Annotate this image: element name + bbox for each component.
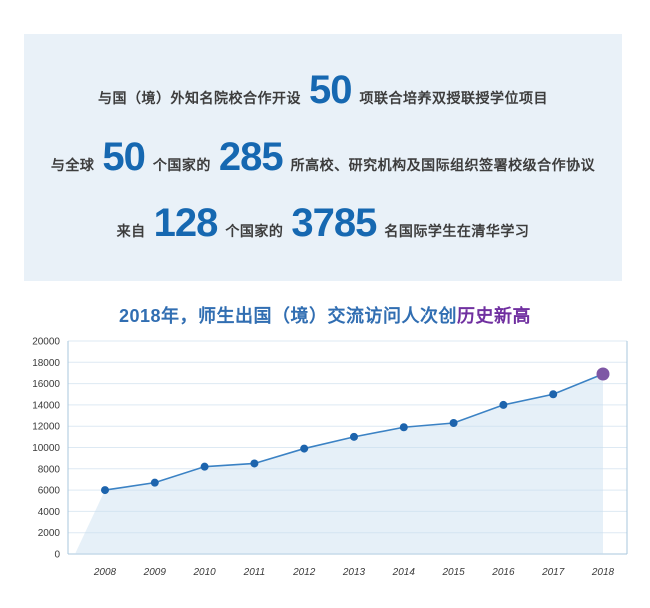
stat-text: 个国家的 — [152, 156, 211, 173]
x-tick-2012: 2012 — [292, 567, 316, 578]
gridlines — [68, 340, 627, 534]
data-point-2008 — [101, 486, 109, 495]
data-point-2012 — [300, 444, 309, 453]
y-tick-0: 0 — [54, 550, 60, 561]
x-tick-2016: 2016 — [491, 567, 515, 578]
y-tick-16000: 16000 — [32, 379, 60, 390]
y-tick-6000: 6000 — [38, 486, 61, 497]
data-point-highlight-2018 — [596, 367, 610, 381]
stat-text: 个国家的 — [225, 222, 284, 239]
stat-text: 来自 — [116, 222, 146, 239]
chart-title-highlight: 历史新高 — [457, 306, 532, 326]
data-points — [101, 367, 610, 495]
stat-text: 名国际学生在清华学习 — [384, 222, 530, 239]
y-tick-2000: 2000 — [38, 528, 61, 539]
exchange-visits-area-chart: 0 2000 4000 6000 8000 10000 12000 14000 16000 180… — [32, 337, 628, 578]
x-tick-2010: 2010 — [192, 567, 216, 578]
data-point-2014 — [399, 423, 408, 432]
stat-number: 50 — [309, 68, 352, 113]
x-tick-2015: 2015 — [441, 567, 465, 578]
x-tick-2011: 2011 — [243, 567, 266, 578]
data-point-2013 — [350, 432, 358, 441]
chart-title: 2018年，师生出国（境）交流访问人次创历史新高 — [0, 302, 650, 328]
x-tick-2017: 2017 — [541, 567, 565, 578]
data-point-2016 — [499, 400, 508, 409]
stat-text: 与全球 — [50, 156, 95, 173]
y-tick-18000: 18000 — [32, 358, 60, 369]
area-fill — [75, 374, 603, 554]
stat-number: 285 — [218, 134, 284, 179]
stat-text: 所高校、研究机构及国际组织签署校级合作协议 — [290, 156, 596, 173]
stat-number: 128 — [153, 200, 219, 245]
stats-box: 与国（境）外知名院校合作开设 50 项联合培养双授联授学位项目与全球 50 个国家的 28… — [24, 34, 622, 281]
data-point-2011 — [250, 459, 259, 468]
y-tick-20000: 20000 — [32, 337, 60, 348]
data-point-2017 — [549, 390, 558, 399]
y-tick-10000: 10000 — [32, 443, 60, 454]
stat-text: 项联合培养双授联授学位项目 — [359, 90, 548, 107]
y-axis-labels: 0 2000 4000 6000 8000 10000 12000 14000 16000 180… — [32, 337, 60, 561]
stat-line-3: 来自 128 个国家的 3785 名国际学生在清华学习 — [117, 203, 530, 243]
x-axis-labels: 2008 2009 2010 2011 2012 2013 2014 2015 2016 2017… — [93, 567, 615, 578]
x-tick-2014: 2014 — [392, 567, 416, 578]
data-point-2015 — [449, 419, 458, 428]
axis-frame — [67, 341, 628, 555]
stat-line-2: 与全球 50 个国家的 285 所高校、研究机构及国际组织签署校级合作协议 — [51, 137, 595, 177]
y-tick-8000: 8000 — [38, 464, 61, 475]
stat-number: 50 — [102, 134, 145, 179]
stat-text: 与国（境）外知名院校合作开设 — [98, 90, 301, 107]
x-tick-2013: 2013 — [342, 567, 366, 578]
x-tick-2009: 2009 — [143, 567, 167, 578]
y-tick-14000: 14000 — [32, 400, 60, 411]
y-tick-4000: 4000 — [38, 507, 61, 518]
data-point-2009 — [150, 478, 159, 487]
chart-title-main: 2018年，师生出国（境）交流访问人次创 — [118, 306, 458, 326]
data-point-2010 — [200, 462, 209, 471]
stat-number: 3785 — [291, 200, 377, 245]
x-tick-2018: 2018 — [591, 567, 615, 578]
y-tick-12000: 12000 — [32, 422, 60, 433]
stat-line-1: 与国（境）外知名院校合作开设 50 项联合培养双授联授学位项目 — [98, 70, 548, 110]
x-tick-2008: 2008 — [93, 567, 117, 578]
